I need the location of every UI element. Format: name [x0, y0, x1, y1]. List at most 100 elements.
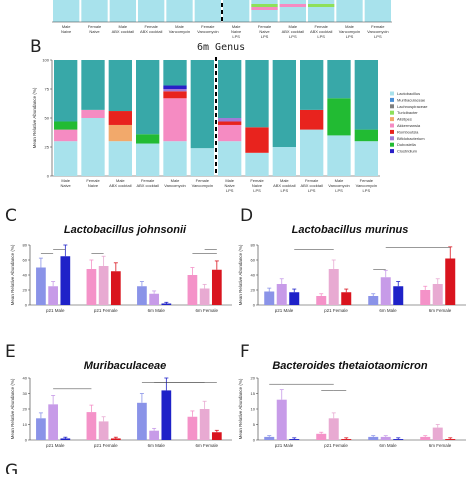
panel-a-category-label: Male — [175, 24, 184, 29]
panel-b-category-label: Male — [280, 178, 289, 183]
bar — [199, 288, 210, 305]
panel-a-category-label: Female — [314, 24, 328, 29]
panel-b-bar-segment — [81, 118, 105, 176]
panel-b-category-label: Naive — [61, 183, 72, 188]
panel-b-category-label: LPS — [335, 188, 343, 193]
panel-b-bar-segment — [81, 109, 105, 118]
panel-b-bar-segment — [108, 111, 132, 125]
panel-a-category-label: Male — [288, 24, 297, 29]
y-tick-label: 0 — [253, 438, 256, 443]
legend-swatch — [390, 104, 394, 109]
panel-b-bar-segment — [190, 148, 214, 176]
legend-swatch — [390, 91, 394, 96]
panel-b-letter: B — [30, 37, 42, 57]
y-tick-label: 0 — [25, 438, 28, 443]
bar — [36, 418, 46, 440]
y-tick-label: 30 — [23, 391, 28, 396]
panel-d-bar-chart: 0 20 40 60 80 Mean Relative Abundance (%) p21 … — [238, 243, 466, 313]
panel-b-category-label: ABX cocktail — [109, 183, 132, 188]
bar — [393, 439, 404, 440]
bar — [445, 439, 456, 440]
panel-a-category-label: Naive — [61, 29, 72, 34]
panel-b-category-label: Female — [196, 178, 210, 183]
panel-a-category-label: Female — [88, 24, 102, 29]
legend-swatch — [390, 149, 394, 154]
panel-b-bar-segment — [272, 147, 296, 176]
bar — [137, 286, 147, 305]
panel-a-category-label: Male — [232, 24, 241, 29]
bar — [420, 436, 431, 440]
panel-b-bar-segment — [245, 60, 269, 128]
panel-b-bar-segment — [300, 109, 324, 130]
panel-b-bar-segment — [245, 127, 269, 153]
y-tick-label: 10 — [251, 407, 256, 412]
group-label: p21 Female — [94, 443, 118, 448]
bar — [86, 269, 97, 305]
group-label: p21 Female — [324, 308, 348, 313]
legend-label: Lachnospiraceae — [397, 104, 428, 109]
panel-b-category-label: ABX cocktail — [273, 183, 296, 188]
bar — [432, 284, 443, 305]
panel-a-bar-7 — [251, 0, 278, 22]
group-label: p21 Male — [46, 308, 65, 313]
panel-b-bar-segment — [218, 60, 242, 118]
legend-label: Akkermansia — [397, 123, 421, 128]
panel-f-letter: F — [240, 342, 250, 362]
panel-b-category-label: Female — [360, 178, 374, 183]
panel-a-accent-7-0 — [251, 4, 278, 7]
panel-b-stacked-bars: 0 25 50 75 100 Mean Relative Abundance (%) Mal… — [32, 57, 380, 193]
bar — [380, 436, 391, 440]
panel-a-category-label: Vancomycin — [339, 29, 361, 34]
legend-swatch — [390, 117, 394, 122]
panel-b-bar-segment — [108, 141, 132, 176]
y-tick-label: 10 — [23, 422, 28, 427]
panel-a-bar-9 — [308, 0, 335, 22]
panel-a-bar-4 — [166, 0, 193, 22]
bar — [211, 269, 222, 305]
bar — [161, 390, 172, 440]
panel-b-category-label: LPS — [308, 188, 316, 193]
panel-a-bar-2 — [109, 0, 136, 22]
y-tick-label: 80 — [23, 243, 28, 248]
panel-b-y-tick-label: 75 — [45, 87, 50, 92]
panel-b-category-label: Female — [305, 178, 319, 183]
panel-b-bar-segment — [54, 121, 78, 130]
panel-b-y-tick-label: 25 — [45, 145, 50, 150]
panel-b-category-label: Male — [335, 178, 344, 183]
panel-b-bar-segment — [81, 60, 105, 110]
panel-a-bar-8 — [279, 0, 306, 22]
panel-b-bar-segment — [163, 141, 187, 176]
panel-b-bar-segment — [190, 60, 214, 149]
panel-e-bar-chart: 0 10 20 30 40 Mean Relative Abundance (%) p21 … — [10, 376, 232, 448]
panel-a-category-label: Vancomycin — [367, 29, 389, 34]
bar — [36, 267, 46, 305]
bar — [328, 418, 339, 440]
legend-label: Bifidobacterium — [397, 136, 425, 141]
panel-b-category-label: Male — [116, 178, 125, 183]
bar — [48, 286, 58, 305]
panel-b-bar-segment — [136, 134, 160, 144]
panel-a-category-label: Vancomycin — [169, 29, 191, 34]
panel-b-bar-segment — [354, 141, 378, 176]
y-tick-label: 15 — [251, 391, 256, 396]
panel-a-bar-1 — [81, 0, 108, 22]
bar — [149, 293, 159, 305]
legend-label: Clostridium — [397, 149, 418, 154]
panel-a-accent-8-0 — [279, 4, 306, 7]
panel-a-category-label: LPS — [317, 34, 325, 39]
panel-a-category-label: Naive — [259, 29, 270, 34]
bar — [368, 436, 379, 440]
legend-swatch — [390, 110, 394, 115]
bar — [187, 416, 198, 440]
bar — [432, 427, 443, 440]
panel-a-category-label: ABX cocktail — [140, 29, 163, 34]
y-tick-label: 40 — [23, 273, 28, 278]
legend-label: Romboutsia — [397, 129, 419, 134]
legend-label: Dubosiella — [397, 142, 416, 147]
panel-a-category-label: Male — [118, 24, 127, 29]
bar — [199, 409, 210, 440]
group-label: 6m Female — [429, 308, 452, 313]
panel-b-category-label: LPS — [363, 188, 371, 193]
